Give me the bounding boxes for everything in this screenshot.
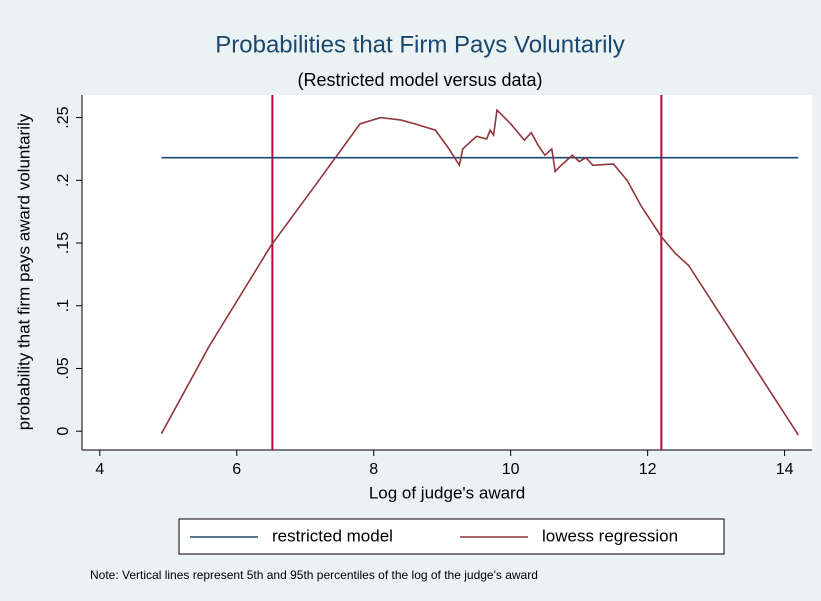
x-axis-label: Log of judge's award bbox=[369, 483, 525, 502]
x-tick-label: 10 bbox=[502, 461, 520, 478]
chart-subtitle: (Restricted model versus data) bbox=[297, 70, 542, 90]
y-tick-label: .2 bbox=[55, 174, 72, 187]
legend-label: lowess regression bbox=[542, 526, 678, 545]
y-axis-label: probability that firm pays award volunta… bbox=[14, 113, 33, 430]
plot-area bbox=[82, 95, 812, 450]
chart-title: Probabilities that Firm Pays Voluntarily bbox=[215, 31, 625, 58]
series-line bbox=[160, 108, 799, 436]
x-tick-label: 14 bbox=[776, 461, 794, 478]
x-tick-label: 6 bbox=[232, 461, 241, 478]
y-tick-label: .1 bbox=[55, 299, 72, 312]
x-tick-label: 8 bbox=[369, 461, 378, 478]
x-tick-label: 4 bbox=[95, 461, 104, 478]
y-tick-label: 0 bbox=[55, 427, 72, 436]
y-tick-label: .15 bbox=[55, 232, 72, 254]
legend bbox=[178, 518, 725, 555]
legend-label: restricted model bbox=[272, 526, 393, 545]
y-tick-label: .25 bbox=[55, 106, 72, 128]
note: Note: Vertical lines represent 5th and 9… bbox=[90, 568, 538, 582]
x-tick-label: 12 bbox=[639, 461, 657, 478]
y-tick-label: .05 bbox=[55, 357, 72, 379]
